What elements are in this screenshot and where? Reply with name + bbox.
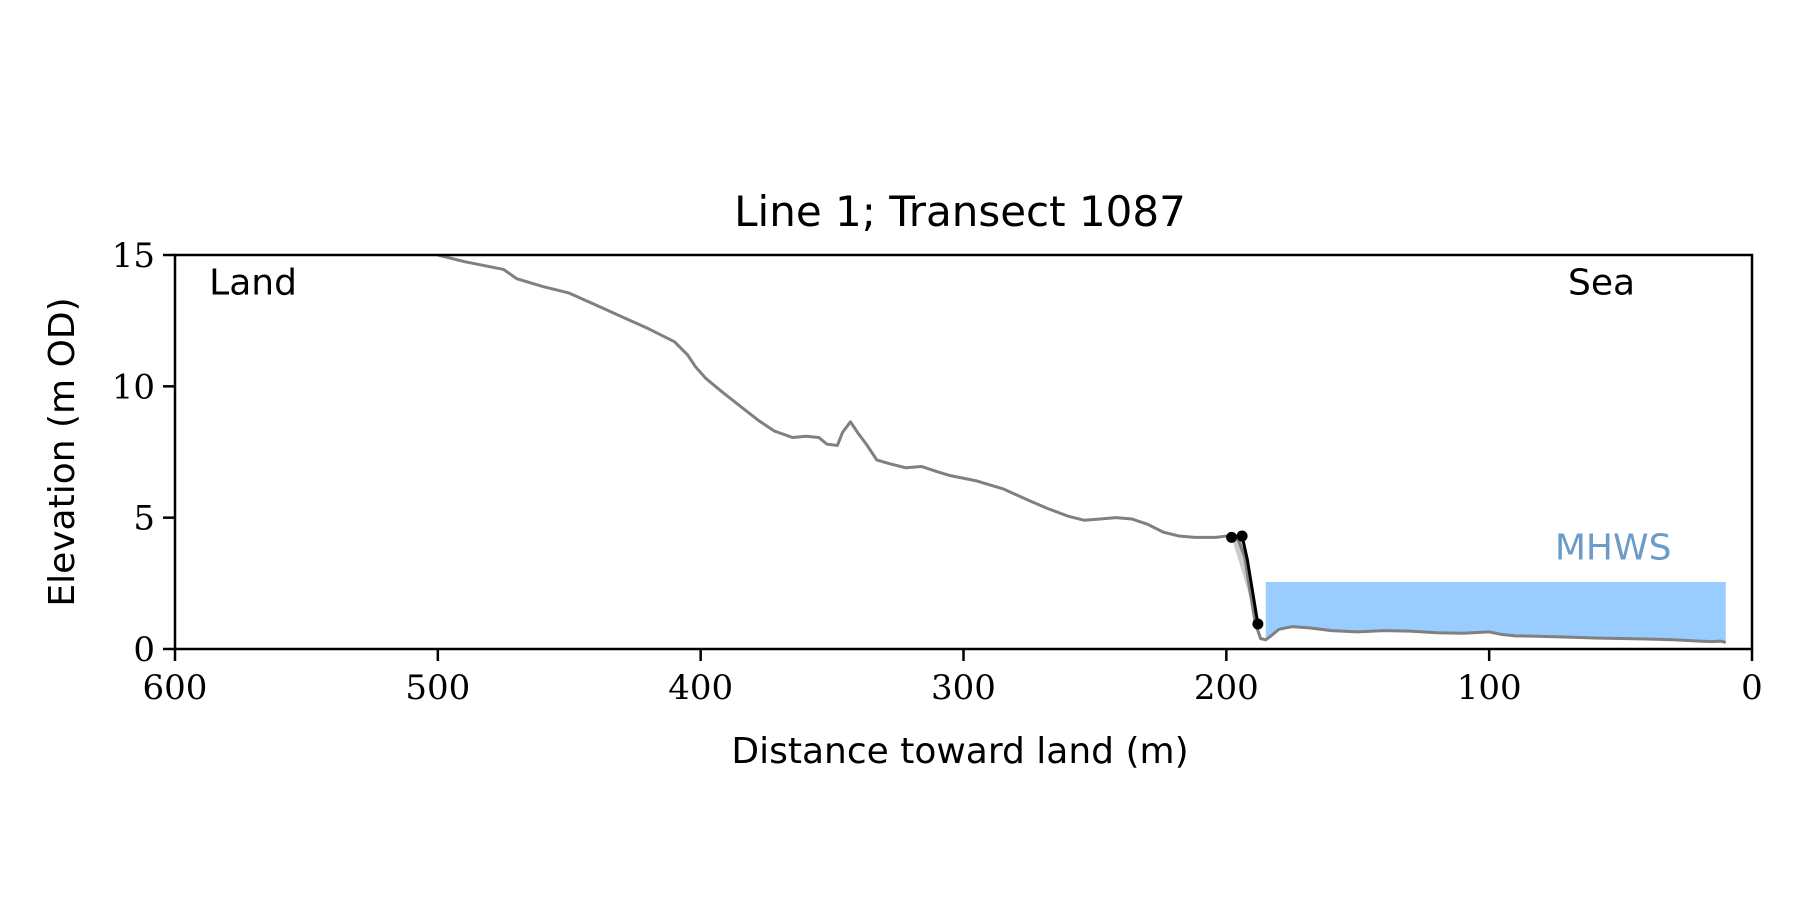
cliff-marker [1236, 530, 1248, 542]
profile-line [437, 255, 1727, 644]
cliff-marker [1252, 618, 1264, 630]
plot-area [437, 255, 1727, 644]
y-axis-label: Elevation (m OD) [42, 297, 83, 606]
mhws-band [1265, 582, 1726, 643]
y-axis: 0 5 10 15 [112, 236, 175, 670]
x-tick-label: 100 [1457, 668, 1522, 708]
mhws-label: MHWS [1555, 528, 1672, 569]
chart-title: Line 1; Transect 1087 [734, 187, 1186, 236]
x-tick-label: 300 [931, 668, 996, 708]
y-tick-label: 0 [133, 630, 155, 670]
annotations: Land Sea MHWS [209, 262, 1671, 568]
x-axis-label: Distance toward land (m) [731, 731, 1188, 772]
x-tick-label: 500 [405, 668, 470, 708]
cliff-marker [1226, 531, 1238, 543]
x-tick-label: 400 [668, 668, 733, 708]
land-label: Land [209, 262, 297, 303]
x-axis: 600 500 400 300 200 100 0 [143, 649, 1763, 708]
y-tick-label: 5 [133, 499, 155, 539]
x-tick-label: 0 [1741, 668, 1763, 708]
sea-label: Sea [1568, 262, 1635, 303]
x-tick-label: 600 [143, 668, 208, 708]
x-tick-label: 200 [1194, 668, 1259, 708]
y-tick-label: 15 [112, 236, 155, 276]
y-tick-label: 10 [112, 367, 155, 407]
